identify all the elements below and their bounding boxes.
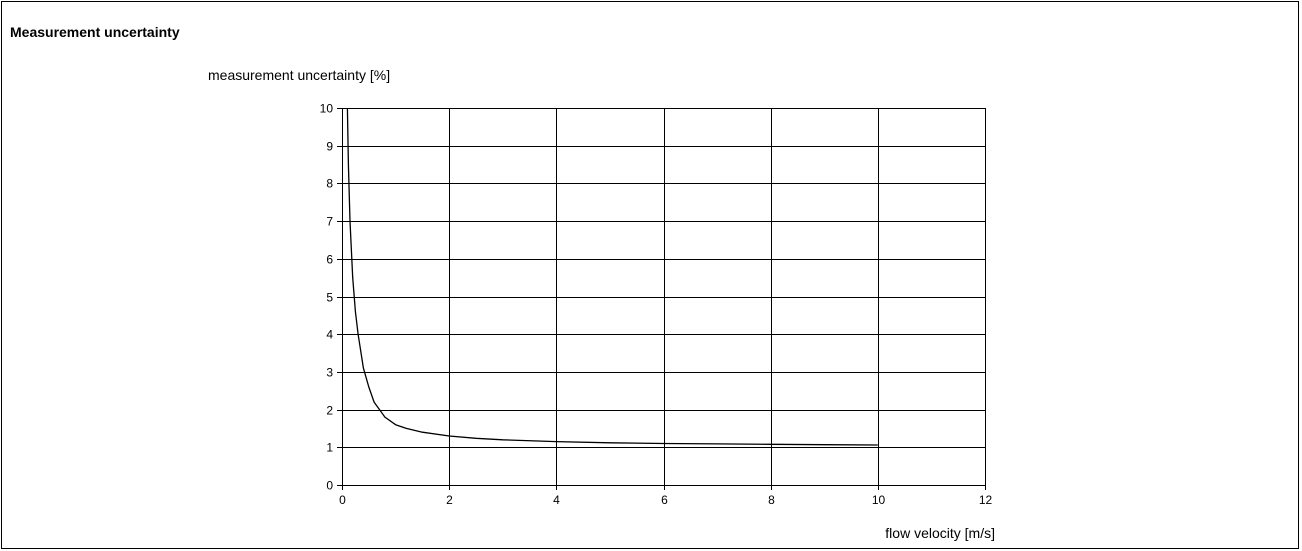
uncertainty-curve-1 [346, 107, 878, 446]
y-axis-title: measurement uncertainty [%] [208, 67, 390, 83]
x-tick-label: 10 [872, 493, 886, 507]
y-tick-label: 8 [326, 177, 333, 191]
x-tick-label: 6 [661, 493, 668, 507]
x-tick-label: 2 [446, 493, 453, 507]
x-tick-label: 0 [339, 493, 346, 507]
y-tick-label: 10 [320, 102, 334, 116]
x-axis-title: flow velocity [m/s] [885, 525, 995, 541]
y-tick-label: 5 [326, 291, 333, 305]
x-tick-label: 8 [768, 493, 775, 507]
y-tick-label: 9 [326, 140, 333, 154]
axes [337, 108, 986, 490]
y-tick-label: 2 [326, 404, 333, 418]
x-tick-label: 12 [979, 493, 993, 507]
y-tick-label: 6 [326, 253, 333, 267]
series-layer [346, 107, 878, 446]
y-tick-label: 0 [326, 479, 333, 493]
y-tick-label: 1 [326, 441, 333, 455]
y-tick-label: 4 [326, 328, 333, 342]
panel-title: Measurement uncertainty [10, 24, 180, 40]
y-tick-label: 7 [326, 215, 333, 229]
y-tick-label: 3 [326, 366, 333, 380]
grid [342, 108, 986, 486]
x-tick-label: 4 [553, 493, 560, 507]
